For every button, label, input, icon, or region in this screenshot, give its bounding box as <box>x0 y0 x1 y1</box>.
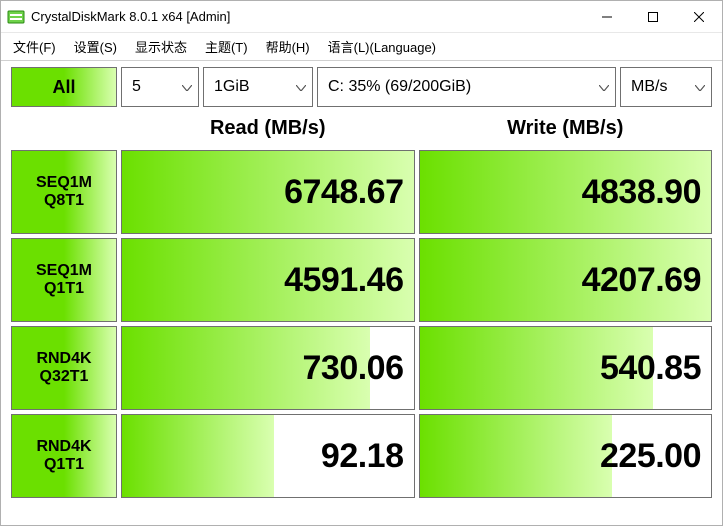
menubar: 文件(F) 设置(S) 显示状态 主题(T) 帮助(H) 语言(L)(Langu… <box>1 33 722 61</box>
read-cell: 730.06 <box>121 326 415 410</box>
fill-bar <box>122 415 274 497</box>
testsize-value: 1GiB <box>204 78 276 96</box>
menu-file[interactable]: 文件(F) <box>5 34 64 59</box>
run-all-label: All <box>52 77 75 98</box>
chevron-down-icon <box>182 78 192 96</box>
app-window: CrystalDiskMark 8.0.1 x64 [Admin] 文件(F) … <box>0 0 723 526</box>
read-cell: 6748.67 <box>121 150 415 234</box>
test-label-line1: RND4K <box>36 350 91 368</box>
run-all-button[interactable]: All <box>11 67 117 107</box>
run-test-button[interactable]: RND4KQ32T1 <box>11 326 117 410</box>
titlebar: CrystalDiskMark 8.0.1 x64 [Admin] <box>1 1 722 33</box>
unit-dropdown[interactable]: MB/s <box>620 67 712 107</box>
menu-help[interactable]: 帮助(H) <box>258 34 318 59</box>
write-cell: 540.85 <box>419 326 713 410</box>
app-icon <box>7 8 25 26</box>
result-value: 92.18 <box>321 437 414 476</box>
test-label-line1: SEQ1M <box>36 174 92 192</box>
menu-settings[interactable]: 设置(S) <box>66 34 125 59</box>
read-cell: 4591.46 <box>121 238 415 322</box>
test-label-line1: SEQ1M <box>36 262 92 280</box>
fill-bar <box>420 415 612 497</box>
chevron-down-icon <box>599 78 609 96</box>
column-headers: Read (MB/s) Write (MB/s) <box>1 111 722 150</box>
test-label-line2: Q32T1 <box>40 368 89 386</box>
minimize-button[interactable] <box>584 1 630 33</box>
header-write: Write (MB/s) <box>419 111 713 150</box>
result-value: 225.00 <box>600 437 711 476</box>
result-value: 540.85 <box>600 349 711 388</box>
result-row: RND4KQ32T1 730.06 540.85 <box>11 326 712 410</box>
result-value: 6748.67 <box>284 173 413 212</box>
header-read: Read (MB/s) <box>121 111 415 150</box>
write-cell: 4838.90 <box>419 150 713 234</box>
testsize-dropdown[interactable]: 1GiB <box>203 67 313 107</box>
run-test-button[interactable]: RND4KQ1T1 <box>11 414 117 498</box>
chevron-down-icon <box>695 78 705 96</box>
window-title: CrystalDiskMark 8.0.1 x64 [Admin] <box>31 9 230 24</box>
write-cell: 225.00 <box>419 414 713 498</box>
loops-value: 5 <box>122 78 167 96</box>
test-label-line2: Q1T1 <box>44 280 84 298</box>
run-test-button[interactable]: SEQ1MQ1T1 <box>11 238 117 322</box>
write-cell: 4207.69 <box>419 238 713 322</box>
result-value: 4591.46 <box>284 261 413 300</box>
result-value: 4838.90 <box>582 173 711 212</box>
menu-theme[interactable]: 主题(T) <box>197 34 256 59</box>
toolbar: All 5 1GiB C: 35% (69/200GiB) MB/s <box>1 61 722 111</box>
run-test-button[interactable]: SEQ1MQ8T1 <box>11 150 117 234</box>
unit-value: MB/s <box>621 78 693 96</box>
test-label-line2: Q8T1 <box>44 192 84 210</box>
result-row: SEQ1MQ1T1 4591.46 4207.69 <box>11 238 712 322</box>
chevron-down-icon <box>296 78 306 96</box>
menu-language[interactable]: 语言(L)(Language) <box>320 34 444 59</box>
drive-value: C: 35% (69/200GiB) <box>318 78 497 96</box>
result-row: SEQ1MQ8T1 6748.67 4838.90 <box>11 150 712 234</box>
menu-state[interactable]: 显示状态 <box>127 34 195 59</box>
result-value: 730.06 <box>303 349 414 388</box>
result-value: 4207.69 <box>582 261 711 300</box>
result-row: RND4KQ1T1 92.18 225.00 <box>11 414 712 498</box>
results-grid: SEQ1MQ8T16748.674838.90SEQ1MQ1T14591.464… <box>1 150 722 508</box>
drive-dropdown[interactable]: C: 35% (69/200GiB) <box>317 67 616 107</box>
read-cell: 92.18 <box>121 414 415 498</box>
test-label-line2: Q1T1 <box>44 456 84 474</box>
close-button[interactable] <box>676 1 722 33</box>
test-label-line1: RND4K <box>36 438 91 456</box>
loops-dropdown[interactable]: 5 <box>121 67 199 107</box>
maximize-button[interactable] <box>630 1 676 33</box>
